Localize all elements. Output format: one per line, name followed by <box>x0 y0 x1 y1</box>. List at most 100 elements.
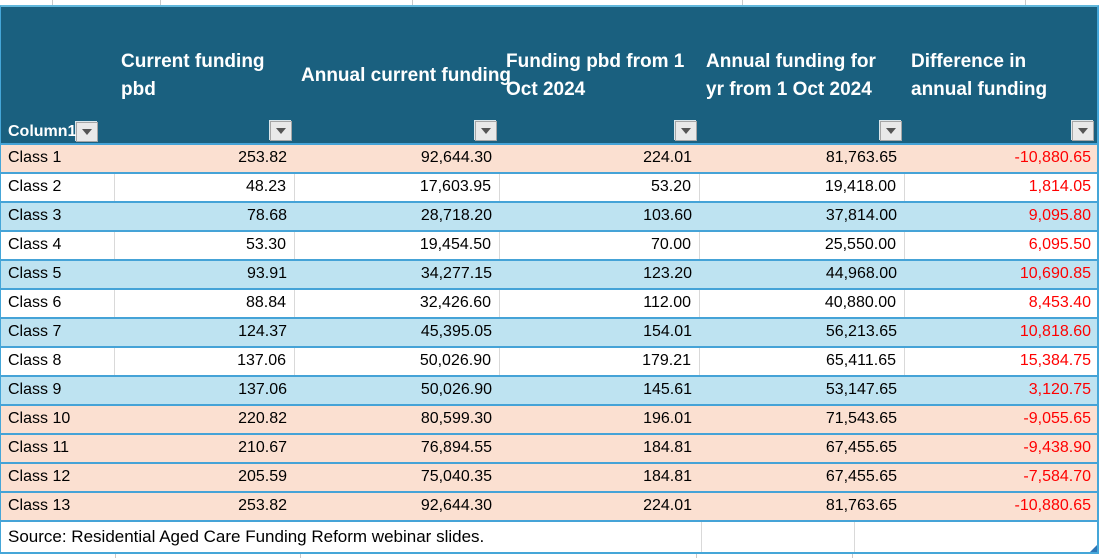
cell-annual-funding-oct2024[interactable]: 19,418.00 <box>700 174 905 201</box>
cell-annual-funding-oct2024[interactable]: 25,550.00 <box>700 232 905 259</box>
cell-difference[interactable]: 10,690.85 <box>1019 265 1091 282</box>
cell-annual-funding-oct2024[interactable]: 37,814.00 <box>825 207 897 224</box>
cell-difference[interactable]: 1,814.05 <box>1028 178 1091 195</box>
column-header-label: Column1 <box>8 123 77 140</box>
cell-class[interactable]: Class 6 <box>1 290 115 317</box>
column-header-label: Annual funding for yr from 1 Oct 2024 <box>706 50 876 101</box>
cell-funding-pbd-oct2024[interactable]: 179.21 <box>500 348 700 375</box>
cell-annual-current-funding[interactable]: 28,718.20 <box>420 207 492 224</box>
cell-annual-current-funding[interactable]: 19,454.50 <box>295 232 500 259</box>
cell-difference[interactable]: -10,880.65 <box>1014 497 1091 514</box>
cell-difference[interactable]: 10,818.60 <box>1019 323 1091 340</box>
gridline-tick <box>412 0 413 5</box>
table-row: Class 3 78.68 28,718.20 103.60 37,814.00… <box>1 201 1097 230</box>
cell-annual-funding-oct2024[interactable]: 67,455.65 <box>825 468 897 485</box>
cell-annual-funding-oct2024[interactable]: 81,763.65 <box>825 149 897 166</box>
cell-annual-funding-oct2024[interactable]: 56,213.65 <box>825 323 897 340</box>
cell-funding-pbd-oct2024[interactable]: 154.01 <box>643 323 692 340</box>
cell-annual-funding-oct2024[interactable]: 65,411.65 <box>700 348 905 375</box>
cell-funding-pbd-oct2024[interactable]: 196.01 <box>643 410 692 427</box>
filter-button-annual-current-funding[interactable] <box>475 121 497 141</box>
cell-annual-current-funding[interactable]: 17,603.95 <box>295 174 500 201</box>
column-header-difference-annual-funding[interactable]: Difference in annual funding <box>905 7 1097 143</box>
cell-class[interactable]: Class 5 <box>8 265 62 282</box>
cell-funding-pbd-oct2024[interactable]: 184.81 <box>643 468 692 485</box>
filter-button-column1[interactable] <box>76 122 99 142</box>
cell-annual-funding-oct2024[interactable]: 40,880.00 <box>700 290 905 317</box>
cell-annual-current-funding[interactable]: 75,040.35 <box>420 468 492 485</box>
cell-current-funding-pbd[interactable]: 205.59 <box>238 468 287 485</box>
cell-annual-current-funding[interactable]: 32,426.60 <box>295 290 500 317</box>
filter-button-annual-funding-oct2024[interactable] <box>880 121 902 141</box>
cell-current-funding-pbd[interactable]: 93.91 <box>246 265 287 282</box>
cell-current-funding-pbd[interactable]: 88.84 <box>115 290 295 317</box>
cell-difference[interactable]: -9,055.65 <box>1023 410 1091 427</box>
cell-class[interactable]: Class 3 <box>8 207 62 224</box>
gridline-tick <box>115 554 116 558</box>
cell-difference[interactable]: 6,095.50 <box>1028 236 1091 253</box>
table-resize-handle[interactable] <box>1090 545 1097 552</box>
cell-annual-funding-oct2024[interactable]: 71,543.65 <box>825 410 897 427</box>
column-header-annual-funding-oct2024[interactable]: Annual funding for yr from 1 Oct 2024 <box>700 7 905 143</box>
cell-class[interactable]: Class 7 <box>8 323 62 340</box>
cell-annual-funding-oct2024[interactable]: 81,763.65 <box>825 497 897 514</box>
cell-class[interactable]: Class 11 <box>8 439 70 456</box>
cell-current-funding-pbd[interactable]: 220.82 <box>238 410 287 427</box>
column-header-annual-current-funding[interactable]: Annual current funding <box>295 7 511 143</box>
cell-class[interactable]: Class 2 <box>1 174 115 201</box>
cell-annual-current-funding[interactable]: 50,026.90 <box>420 381 492 398</box>
column-header-funding-pbd-oct2024[interactable]: Funding pbd from 1 Oct 2024 <box>500 7 700 143</box>
cell-class[interactable]: Class 13 <box>8 497 71 514</box>
cell-class[interactable]: Class 12 <box>8 468 71 485</box>
cell-annual-current-funding[interactable]: 50,026.90 <box>295 348 500 375</box>
cell-current-funding-pbd[interactable]: 253.82 <box>238 149 287 166</box>
cell-difference[interactable]: 15,384.75 <box>1019 352 1091 369</box>
cell-current-funding-pbd[interactable]: 53.30 <box>115 232 295 259</box>
cell-current-funding-pbd[interactable]: 210.67 <box>238 439 287 456</box>
column-header-column1[interactable]: Column1 <box>1 7 115 143</box>
column-header-current-funding-pbd[interactable]: Current funding pbd <box>115 7 295 143</box>
filter-button-current-funding-pbd[interactable] <box>270 121 292 141</box>
cell-funding-pbd-oct2024[interactable]: 53.20 <box>500 174 700 201</box>
cell-annual-current-funding[interactable]: 92,644.30 <box>420 497 492 514</box>
cell-class[interactable]: Class 10 <box>8 410 71 427</box>
cell-difference[interactable]: 8,453.40 <box>1028 294 1091 311</box>
cell-difference[interactable]: 3,120.75 <box>1028 381 1091 398</box>
cell-current-funding-pbd[interactable]: 78.68 <box>246 207 287 224</box>
cell-funding-pbd-oct2024[interactable]: 224.01 <box>643 497 692 514</box>
cell-funding-pbd-oct2024[interactable]: 112.00 <box>500 290 700 317</box>
cell-funding-pbd-oct2024[interactable]: 103.60 <box>643 207 692 224</box>
cell-funding-pbd-oct2024[interactable]: 145.61 <box>643 381 692 398</box>
cell-current-funding-pbd[interactable]: 253.82 <box>238 497 287 514</box>
cell-current-funding-pbd[interactable]: 137.06 <box>115 348 295 375</box>
cell-difference[interactable]: 9,095.80 <box>1028 207 1091 224</box>
cell-current-funding-pbd[interactable]: 48.23 <box>115 174 295 201</box>
cell-annual-current-funding[interactable]: 45,395.05 <box>420 323 492 340</box>
cell-class[interactable]: Class 9 <box>8 381 62 398</box>
cell-difference[interactable]: -7,584.70 <box>1023 468 1091 485</box>
cell-annual-current-funding[interactable]: 76,894.55 <box>420 439 492 456</box>
cell-annual-funding-oct2024[interactable]: 53,147.65 <box>825 381 897 398</box>
cell-current-funding-pbd[interactable]: 137.06 <box>238 381 287 398</box>
cell-funding-pbd-oct2024[interactable]: 123.20 <box>643 265 692 282</box>
cell-annual-funding-oct2024[interactable]: 44,968.00 <box>825 265 897 282</box>
source-note-cell[interactable]: Source: Residential Aged Care Funding Re… <box>1 520 1097 552</box>
cell-current-funding-pbd[interactable]: 124.37 <box>238 323 287 340</box>
cell-annual-current-funding[interactable]: 80,599.30 <box>420 410 492 427</box>
cell-difference[interactable]: -9,438.90 <box>1023 439 1091 456</box>
column-header-label: Annual current funding <box>301 64 512 86</box>
table-row: Class 5 93.91 34,277.15 123.20 44,968.00… <box>1 259 1097 288</box>
filter-button-difference-annual-funding[interactable] <box>1072 121 1094 141</box>
cell-annual-funding-oct2024[interactable]: 67,455.65 <box>825 439 897 456</box>
cell-class[interactable]: Class 1 <box>8 149 62 166</box>
cell-funding-pbd-oct2024[interactable]: 70.00 <box>500 232 700 259</box>
cell-difference[interactable]: -10,880.65 <box>1014 149 1091 166</box>
cell-class[interactable]: Class 4 <box>1 232 115 259</box>
cell-funding-pbd-oct2024[interactable]: 224.01 <box>643 149 692 166</box>
cell-annual-current-funding[interactable]: 34,277.15 <box>420 265 492 282</box>
cell-class[interactable]: Class 8 <box>1 348 115 375</box>
table-row: Class 2 48.23 17,603.95 53.20 19,418.00 … <box>1 172 1097 201</box>
cell-funding-pbd-oct2024[interactable]: 184.81 <box>643 439 692 456</box>
filter-button-funding-pbd-oct2024[interactable] <box>675 121 697 141</box>
cell-annual-current-funding[interactable]: 92,644.30 <box>420 149 492 166</box>
